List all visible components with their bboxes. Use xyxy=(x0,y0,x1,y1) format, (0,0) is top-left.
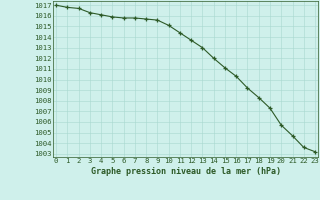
X-axis label: Graphe pression niveau de la mer (hPa): Graphe pression niveau de la mer (hPa) xyxy=(91,167,281,176)
